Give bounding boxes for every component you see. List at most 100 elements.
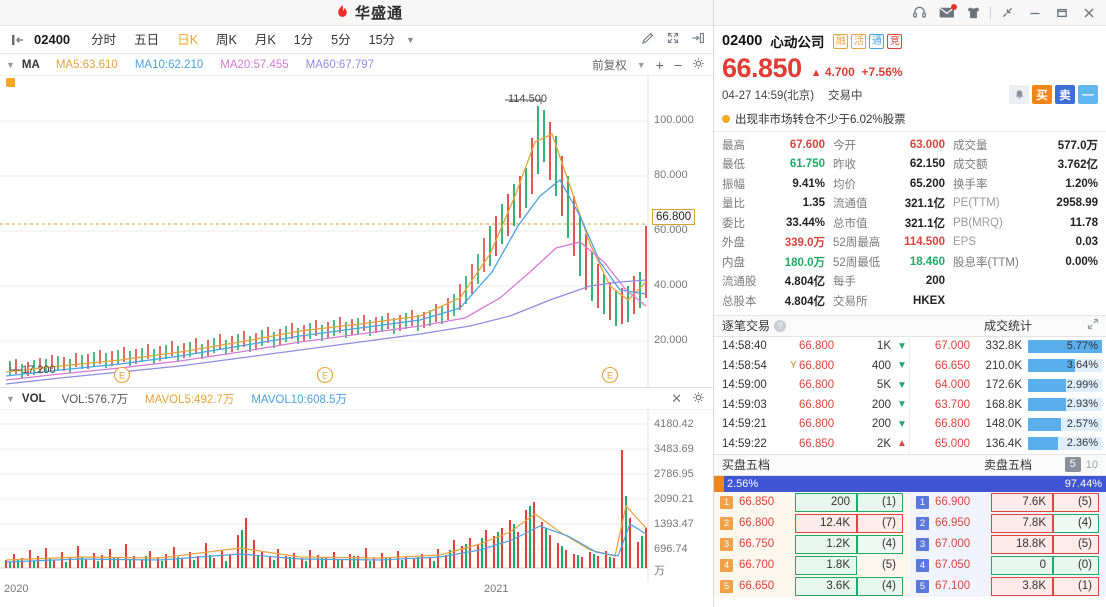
- minimize-icon[interactable]: [1021, 2, 1048, 24]
- period-rik[interactable]: 日K: [177, 32, 199, 47]
- stat-price: 66.800: [934, 418, 970, 431]
- zoom-out-icon[interactable]: −: [673, 56, 682, 73]
- period-yuek[interactable]: 月K: [254, 32, 276, 47]
- level-10-tab[interactable]: 10: [1085, 458, 1098, 471]
- bid-count: (1): [857, 492, 903, 512]
- ma10-line: [5, 179, 647, 377]
- stat-key: 交易所: [833, 295, 868, 308]
- volume-chart[interactable]: 4180.42 3483.69 2786.95 2090.21 1393.47 …: [0, 410, 713, 582]
- question-mark-icon[interactable]: ?: [774, 319, 787, 332]
- mail-icon[interactable]: [933, 2, 960, 24]
- maximize-icon[interactable]: [1048, 2, 1075, 24]
- zoom-in-icon[interactable]: +: [655, 56, 664, 73]
- tick-flag: Y: [790, 360, 797, 372]
- gear-icon[interactable]: [692, 57, 705, 73]
- ask-qty: 0: [991, 555, 1053, 575]
- level-index: 4: [720, 558, 733, 572]
- stat-key: 外盘: [722, 237, 745, 250]
- period-wuri[interactable]: 五日: [134, 32, 160, 47]
- tick-row: 14:58:54 Y 66.800 400 ▼: [714, 356, 909, 376]
- book-row: 5 66.650 3.6K (4): [714, 576, 910, 597]
- level-5-tab[interactable]: 5: [1064, 457, 1081, 472]
- period-5min[interactable]: 5分: [331, 32, 351, 47]
- level-index: 5: [916, 579, 929, 593]
- trade-stat-row: 64.000 172.6K 2.99%: [910, 376, 1106, 396]
- x-tick-2021: 2021: [484, 583, 509, 595]
- fullscreen-icon[interactable]: [666, 31, 680, 48]
- stat-key: 量比: [722, 198, 745, 211]
- tick-price: 66.800: [799, 418, 835, 431]
- app-titlebar: 华盛通: [0, 0, 713, 26]
- stat-amount: 332.8K: [985, 340, 1022, 353]
- restore-down-icon[interactable]: [994, 2, 1021, 24]
- trade-stats-list[interactable]: 67.000 332.8K 5.77% 66.650 210.0K 3.64% 64.0…: [910, 337, 1106, 454]
- change-pct: +7.56%: [861, 65, 903, 79]
- stats-row: 振幅 9.41% 均价 65.200 换手率 1.20%: [722, 174, 1098, 194]
- vol-tick-2: 3483.69: [654, 443, 694, 455]
- down-arrow-icon: ▼: [897, 379, 907, 391]
- minus-button[interactable]: —: [1078, 85, 1098, 104]
- period-15min[interactable]: 15分: [368, 32, 396, 47]
- period-fenshi[interactable]: 分时: [91, 32, 117, 47]
- sell-book-column[interactable]: 1 66.900 7.6K (5) 2 66.950 7.8K (4) 3 67.000 18.…: [910, 491, 1106, 597]
- stat-key: 股息率(TTM): [953, 256, 1019, 269]
- close-icon[interactable]: ✕: [671, 390, 682, 406]
- headset-icon[interactable]: [906, 2, 933, 24]
- sell-ratio-text: 97.44%: [1064, 477, 1102, 490]
- stat-price: 65.000: [934, 437, 970, 450]
- tick-volume: 2K: [876, 437, 891, 450]
- mail-unread-badge: [951, 3, 957, 10]
- ask-count: (0): [1053, 555, 1099, 575]
- price-tick-60: 60.000: [654, 224, 688, 236]
- expand-icon[interactable]: [1087, 318, 1099, 333]
- bid-count: (5): [881, 558, 896, 571]
- sell-button[interactable]: 卖: [1055, 85, 1075, 104]
- tick-list[interactable]: 14:58:40 66.800 1K ▼ 14:58:54 Y 66.800 400 ▼ 14…: [714, 336, 910, 454]
- market-notice[interactable]: 出现非市场转仓不少于6.02%股票: [714, 109, 1106, 132]
- chevron-down-icon[interactable]: ▼: [406, 34, 415, 45]
- alert-bell-button[interactable]: [1009, 85, 1029, 104]
- gear-icon[interactable]: [692, 391, 705, 407]
- stat-value: 339.0万: [784, 237, 825, 250]
- panel-collapse-icon[interactable]: [8, 30, 28, 50]
- buy-book-column[interactable]: 1 66.850 200 (1) 2 66.800 12.4K (7) 3 66.750 1.2…: [714, 491, 910, 597]
- stat-value: 62.150: [909, 158, 945, 171]
- pencil-icon[interactable]: [641, 31, 655, 48]
- shirt-icon[interactable]: [960, 2, 987, 24]
- stat-pct: 2.93%: [1066, 398, 1098, 411]
- sell-book-title: 卖盘五档: [983, 458, 1032, 472]
- ma60-value: MA60:67.797: [305, 58, 375, 71]
- period-1min[interactable]: 1分: [293, 32, 314, 47]
- ask-count: (5): [1053, 492, 1099, 512]
- down-arrow-icon: ▼: [897, 418, 907, 430]
- book-row: 1 66.900 7.6K (5): [910, 492, 1106, 513]
- bid-count: (4): [857, 576, 903, 596]
- chevron-down-icon[interactable]: ▼: [636, 59, 646, 70]
- last-price: 66.850: [722, 53, 802, 83]
- stat-key: 委比: [722, 217, 745, 230]
- tick-row: 14:59:03 66.800 200 ▼: [714, 395, 909, 415]
- chevron-down-icon[interactable]: ▼: [6, 393, 15, 404]
- vol-tick-4: 2090.21: [654, 493, 694, 505]
- stat-price: 63.700: [934, 398, 970, 411]
- stat-price: 66.650: [934, 359, 970, 372]
- stats-grid: 最高 67.600 今开 63.000 成交量 577.0万 最低 61.750 昨收 62.1…: [714, 132, 1106, 315]
- vol-value: VOL:576.7万: [61, 393, 129, 406]
- stat-key: 52周最低: [833, 256, 881, 269]
- stat-key: PE(TTM): [953, 197, 1000, 210]
- trade-stat-row: 65.000 136.4K 2.36%: [910, 434, 1106, 454]
- close-icon[interactable]: [1075, 2, 1102, 24]
- dock-right-icon[interactable]: [691, 31, 705, 48]
- mavol5-value: MAVOL5:492.7万: [145, 393, 235, 406]
- stat-key: 内盘: [722, 256, 745, 269]
- stat-key: 今开: [833, 139, 856, 152]
- stat-value: 200: [925, 275, 945, 288]
- chevron-down-icon[interactable]: ▼: [6, 59, 15, 70]
- period-zhouk[interactable]: 周K: [216, 32, 237, 47]
- adjust-mode-label[interactable]: 前复权: [592, 59, 627, 72]
- price-chart[interactable]: E E E 100.000 80.000 60.000 40.000 20.00…: [0, 76, 713, 388]
- bid-price: 66.750: [739, 538, 775, 550]
- bid-price: 66.700: [739, 559, 775, 571]
- buy-button[interactable]: 买: [1032, 85, 1052, 104]
